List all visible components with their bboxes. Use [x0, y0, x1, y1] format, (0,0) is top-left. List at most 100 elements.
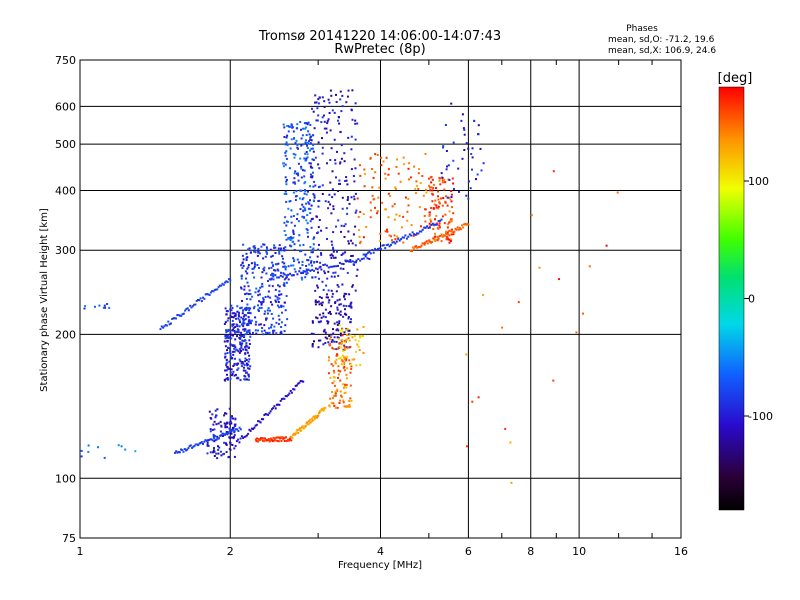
data-point [218, 284, 221, 287]
data-point [247, 293, 250, 296]
data-point [247, 266, 250, 269]
data-point [575, 331, 578, 334]
data-point [247, 432, 250, 435]
data-point [387, 243, 390, 246]
data-point [210, 438, 213, 441]
data-point [438, 179, 441, 182]
data-point [280, 247, 283, 250]
data-point [331, 391, 333, 393]
data-point [261, 282, 264, 285]
data-point [232, 327, 235, 329]
data-point [226, 339, 229, 342]
data-point [243, 314, 246, 317]
data-point [254, 316, 257, 319]
data-point [284, 154, 287, 157]
data-point [286, 220, 289, 223]
data-point [326, 337, 329, 340]
data-point [261, 327, 264, 329]
data-point [285, 238, 288, 241]
data-point [103, 304, 106, 307]
data-point [349, 397, 352, 400]
data-point [318, 296, 321, 298]
data-point [356, 268, 359, 271]
data-point [217, 422, 220, 425]
data-point [302, 380, 305, 383]
data-point [343, 366, 346, 368]
data-point [350, 400, 353, 402]
data-point [324, 342, 327, 344]
data-point [336, 150, 338, 153]
data-point [306, 156, 309, 159]
data-point [329, 203, 332, 206]
data-point [353, 198, 356, 201]
data-point [345, 313, 348, 316]
data-point [228, 278, 230, 281]
data-point [328, 335, 331, 337]
data-point [285, 436, 287, 439]
data-point [240, 344, 243, 347]
data-point [284, 266, 287, 268]
data-point [298, 270, 301, 273]
data-point [248, 309, 251, 312]
data-point [324, 200, 327, 203]
data-point [311, 320, 314, 323]
data-point [246, 322, 249, 325]
data-point [334, 159, 337, 162]
data-point [434, 239, 437, 242]
data-point [257, 251, 260, 254]
data-point [305, 270, 308, 273]
data-point [227, 456, 230, 459]
data-point [297, 239, 300, 242]
data-point [247, 285, 250, 288]
data-point [432, 207, 435, 210]
data-point [227, 328, 230, 331]
data-point [228, 367, 231, 370]
data-point [348, 305, 351, 308]
data-point [284, 151, 287, 154]
data-point [450, 220, 453, 223]
data-point [301, 134, 304, 137]
data-point [349, 384, 352, 387]
data-point [277, 314, 280, 317]
data-point [299, 244, 301, 247]
data-point [286, 144, 289, 147]
data-point [246, 281, 249, 284]
data-point [206, 452, 209, 455]
data-point [347, 136, 350, 139]
data-point [245, 371, 248, 374]
data-point [304, 209, 307, 212]
data-point [314, 184, 317, 187]
data-point [362, 213, 365, 216]
data-point [285, 136, 288, 139]
data-point [332, 348, 335, 351]
data-point [305, 158, 308, 161]
data-point [262, 333, 265, 336]
data-point [242, 243, 245, 246]
data-point [256, 264, 259, 266]
data-point [445, 195, 448, 198]
data-point [283, 278, 286, 281]
data-point [308, 263, 311, 266]
data-point [302, 197, 305, 199]
data-point [316, 255, 319, 258]
data-point [237, 367, 240, 370]
data-point [244, 375, 247, 378]
data-point [467, 223, 470, 226]
data-point [241, 312, 244, 315]
data-point [270, 255, 273, 258]
data-point [412, 234, 415, 237]
data-point [482, 294, 485, 297]
data-point [402, 156, 405, 159]
data-point [449, 240, 452, 243]
data-point [231, 357, 234, 360]
data-point [277, 284, 279, 287]
data-point [275, 300, 278, 303]
data-point [245, 259, 248, 262]
data-point [303, 270, 306, 273]
data-point [348, 202, 351, 205]
data-point [293, 259, 296, 262]
data-point [345, 305, 348, 307]
data-point [309, 212, 312, 214]
data-point [423, 215, 426, 217]
data-point [293, 249, 296, 251]
